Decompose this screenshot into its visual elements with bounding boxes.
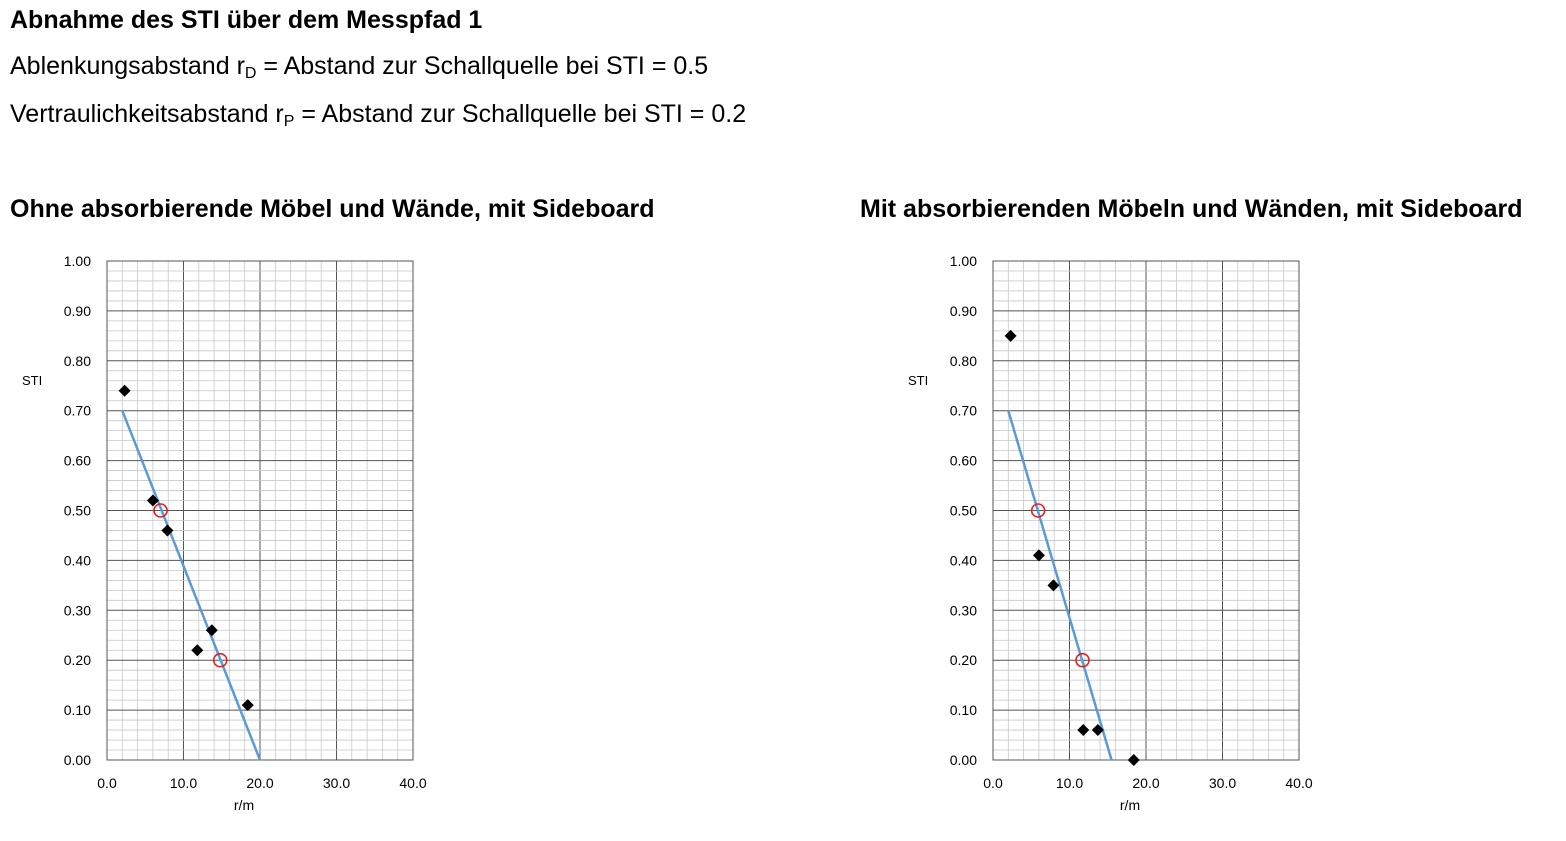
x-tick-label: 0.0 (983, 775, 1003, 791)
definition-prefix: Ablenkungsabstand r (10, 52, 245, 80)
gridlines (106, 260, 414, 761)
plot-area-border (992, 260, 1300, 761)
y-tick-label: 0.70 (64, 403, 91, 419)
sti-chart-with-absorption: 0.00 0.10 0.20 0.30 0.40 0.50 0.60 0.70 0.80 0.90… (908, 253, 1313, 813)
x-axis-label: r/m (1120, 797, 1140, 813)
y-tick-label: 0.40 (64, 552, 91, 568)
y-tick-label: 0.00 (64, 752, 91, 768)
data-point (1127, 754, 1140, 766)
y-tick-label: 0.00 (950, 752, 977, 768)
y-tick-label: 0.80 (64, 353, 91, 369)
data-point (118, 384, 131, 397)
data-points (1004, 329, 1140, 766)
x-tick-label: 10.0 (170, 775, 197, 791)
data-point (1047, 579, 1060, 592)
definition-subscript: P (283, 113, 295, 130)
y-tick-label: 0.10 (64, 702, 91, 718)
heading-rest: absorbierende Möbel und Wände, mit Sideb… (73, 195, 655, 223)
x-axis-ticks: 0.0 10.0 20.0 30.0 40.0 (97, 775, 427, 791)
y-tick-label: 1.00 (950, 253, 977, 269)
page-title: Abnahme des STI über dem Messpfad 1 (10, 6, 483, 34)
heading-rest: absorbierenden Möbeln und Wänden, mit Si… (896, 195, 1523, 223)
data-point (1004, 329, 1017, 342)
y-tick-label: 1.00 (64, 253, 91, 269)
gridlines (992, 260, 1300, 761)
heading-bold: Mit (860, 195, 897, 223)
x-tick-label: 30.0 (1209, 775, 1236, 791)
definition-prefix: Vertraulichkeitsabstand r (10, 100, 284, 128)
y-tick-label: 0.50 (950, 503, 977, 519)
y-tick-label: 0.90 (950, 303, 977, 319)
y-axis-label: STI (22, 373, 42, 388)
y-axis-label: STI (908, 373, 928, 388)
y-tick-label: 0.90 (64, 303, 91, 319)
x-axis-label: r/m (234, 797, 254, 813)
y-tick-label: 0.70 (950, 403, 977, 419)
privacy-distance-definition: Vertraulichkeitsabstand rP = Abstand zur… (10, 100, 746, 131)
deflection-distance-definition: Ablenkungsabstand rD = Abstand zur Schal… (10, 52, 708, 83)
data-points (118, 384, 254, 712)
y-tick-label: 0.50 (64, 503, 91, 519)
definition-subscript: D (244, 65, 257, 82)
y-tick-label: 0.20 (64, 652, 91, 668)
x-tick-label: 20.0 (246, 775, 273, 791)
y-axis-ticks: 0.00 0.10 0.20 0.30 0.40 0.50 0.60 0.70 0.80 0.90… (64, 253, 91, 768)
y-tick-label: 0.60 (950, 453, 977, 469)
x-tick-label: 10.0 (1056, 775, 1083, 791)
x-tick-label: 30.0 (323, 775, 350, 791)
data-point (191, 644, 204, 657)
reference-circle (1075, 652, 1090, 668)
definition-suffix: = Abstand zur Schallquelle bei STI = 0.5 (256, 52, 709, 80)
data-point (1032, 549, 1045, 562)
x-tick-label: 0.0 (97, 775, 117, 791)
y-tick-label: 0.40 (950, 552, 977, 568)
reference-markers (1030, 503, 1090, 668)
heading-bold: Ohne (10, 195, 74, 223)
x-tick-label: 40.0 (399, 775, 426, 791)
y-tick-label: 0.20 (950, 652, 977, 668)
y-axis-ticks: 0.00 0.10 0.20 0.30 0.40 0.50 0.60 0.70 0.80 0.90… (950, 253, 977, 768)
chart-heading-without-absorption: Ohne absorbierende Möbel und Wände, mit … (10, 195, 655, 224)
y-tick-label: 0.10 (950, 702, 977, 718)
reference-circle (212, 652, 228, 668)
data-point (1091, 724, 1104, 737)
y-tick-label: 0.80 (950, 353, 977, 369)
reference-circle (1030, 503, 1046, 518)
data-point (205, 624, 218, 637)
trend-line (121, 410, 262, 761)
x-tick-label: 20.0 (1132, 775, 1159, 791)
data-point (1077, 724, 1090, 737)
x-axis-ticks: 0.0 10.0 20.0 30.0 40.0 (983, 775, 1313, 791)
y-tick-label: 0.60 (64, 453, 91, 469)
y-tick-label: 0.30 (64, 602, 91, 618)
data-point (146, 494, 159, 507)
y-tick-label: 0.30 (950, 602, 977, 618)
chart-heading-with-absorption: Mit absorbierenden Möbeln und Wänden, mi… (860, 195, 1523, 224)
trend-line (1007, 410, 1113, 761)
data-point (161, 524, 174, 537)
x-tick-label: 40.0 (1285, 775, 1312, 791)
reference-circle (153, 503, 168, 518)
data-point (241, 699, 254, 712)
reference-markers (153, 503, 228, 668)
sti-chart-without-absorption: 0.00 0.10 0.20 0.30 0.40 0.50 0.60 0.70 0.80 0.90… (22, 253, 427, 813)
definition-suffix: = Abstand zur Schallquelle bei STI = 0.2 (294, 100, 747, 128)
